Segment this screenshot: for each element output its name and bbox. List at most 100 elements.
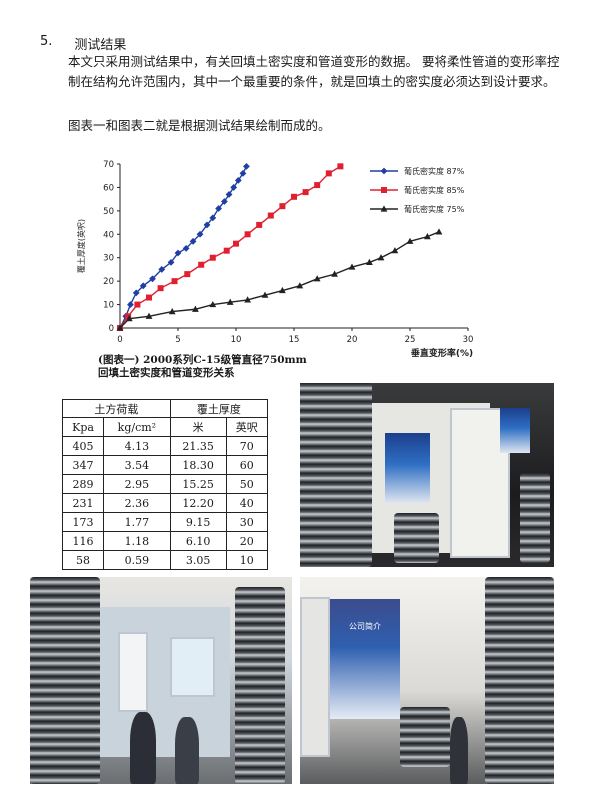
display-board [118, 632, 148, 712]
corrugated-pipe [235, 587, 285, 784]
data-point-diamond [132, 289, 140, 297]
table-cell: 50 [225, 474, 269, 494]
table-cell: 6.10 [169, 531, 227, 551]
y-tick-label: 70 [103, 160, 114, 170]
data-point-diamond [239, 169, 247, 177]
y-tick-label: 10 [103, 301, 114, 311]
data-point-diamond [380, 167, 388, 175]
legend-label: 葡氏密实度 85% [404, 185, 465, 195]
body-paragraph-charts-intro: 图表一和图表二就是根据测试结果绘制而成的。 [68, 118, 331, 133]
section-title: 测试结果 [74, 38, 127, 53]
data-point-diamond [139, 282, 147, 290]
data-point-square [209, 254, 216, 261]
data-point-triangle [331, 270, 338, 277]
legend-entry: 葡氏密实度 85% [370, 185, 465, 195]
table-sub-header-row: Kpa kg/cm² 米 英呎 [61, 417, 269, 437]
corrugated-pipe-small [394, 513, 439, 563]
table-cell: 3.54 [103, 455, 171, 475]
table-cell: 347 [61, 455, 105, 475]
table-cell: 10 [225, 550, 269, 570]
x-tick-label: 15 [289, 335, 300, 345]
data-point-diamond [127, 301, 134, 308]
data-point-square [279, 203, 286, 210]
data-point-diamond [203, 221, 211, 229]
corrugated-pipe [485, 577, 554, 784]
data-point-triangle [145, 312, 153, 319]
exhibition-photo-visitors [30, 577, 292, 784]
data-point-diamond [158, 266, 166, 273]
visitor [450, 717, 468, 784]
company-poster: 公司简介 [330, 599, 400, 719]
data-point-square [337, 163, 344, 170]
data-point-square [291, 193, 297, 200]
data-point-diamond [196, 230, 204, 238]
x-tick-label: 30 [463, 335, 474, 345]
table-cell: 2.95 [103, 474, 171, 494]
data-point-square [184, 271, 191, 278]
x-tick-label: 0 [117, 335, 122, 345]
corrugated-pipe [300, 383, 372, 567]
table-cell: 2.36 [103, 493, 171, 513]
visitor [175, 717, 199, 784]
load-cover-table: 土方荷载 覆土厚度 Kpa kg/cm² 米 英呎 405 4.13 21.35… [61, 399, 269, 570]
table-row: 231 2.36 12.20 40 [61, 493, 269, 513]
info-poster [500, 408, 530, 453]
data-point-square [244, 231, 251, 238]
legend-entry: 葡氏密实度 87% [370, 166, 465, 176]
chart-caption: (图表一) 2000系列C-15级管直径750mm 回填土密实度和管道变形关系 [98, 354, 307, 380]
data-point-square [134, 301, 141, 308]
table-cell: 1.77 [103, 512, 171, 532]
x-tick-label: 25 [405, 335, 416, 345]
table-cell: 4.13 [103, 436, 171, 456]
table-cell: 20 [225, 531, 269, 551]
data-point-diamond [221, 198, 228, 205]
info-poster [385, 433, 430, 503]
data-point-square [146, 294, 152, 301]
exhibition-photo-poster: 公司简介 [300, 577, 554, 784]
data-point-triangle [391, 247, 399, 254]
data-point-triangle [226, 298, 234, 305]
data-point-triangle [435, 228, 443, 235]
data-point-square [157, 285, 164, 292]
legend-label: 葡氏密实度 87% [404, 166, 465, 176]
y-tick-label: 0 [109, 324, 114, 334]
data-point-diamond [174, 249, 182, 257]
table-group-header-row: 土方荷载 覆土厚度 [62, 399, 269, 418]
data-point-square [314, 182, 321, 189]
table-cell: 30 [225, 512, 269, 532]
data-point-diamond [243, 162, 250, 170]
deflection-line-chart: 0 10 20 30 40 50 60 70 0 5 10 15 20 25 30 覆土厚度(英呎) 垂直… [76, 160, 474, 359]
data-point-triangle [279, 286, 286, 294]
table-column-header: Kpa [61, 417, 105, 437]
data-point-triangle [261, 291, 269, 298]
data-point-diamond [167, 259, 175, 266]
y-tick-label: 50 [103, 207, 114, 217]
data-point-square [171, 278, 178, 285]
x-tick-label: 5 [175, 335, 180, 345]
x-axis-label: 垂直变形率(%) [411, 347, 473, 359]
table-row: 116 1.18 6.10 20 [61, 531, 269, 551]
booth-column [300, 597, 330, 757]
data-point-triangle [168, 308, 176, 315]
data-point-diamond [230, 184, 238, 191]
data-point-triangle [244, 296, 251, 303]
data-point-square [267, 212, 274, 219]
data-point-square [256, 221, 263, 228]
table-cell: 3.05 [169, 550, 227, 570]
corrugated-pipe [520, 473, 550, 563]
display-board [170, 637, 215, 697]
data-point-square [302, 189, 309, 196]
table-cell: 231 [61, 493, 105, 513]
data-point-square [125, 313, 132, 320]
table-cell: 58 [61, 550, 105, 570]
table-cell: 70 [225, 436, 269, 456]
body-paragraph: 本文只采用测试结果中，有关回填土密实度和管道变形的数据。 要将柔性管道的变形率控… [68, 54, 560, 89]
data-point-triangle [377, 254, 385, 261]
table-row: 289 2.95 15.25 50 [61, 474, 269, 494]
data-point-triangle [125, 315, 133, 322]
series-line [119, 231, 440, 329]
table-row: 347 3.54 18.30 60 [61, 455, 269, 475]
exhibition-photo-booth [300, 383, 554, 567]
table-cell: 18.30 [169, 455, 227, 475]
data-point-triangle [296, 282, 304, 289]
